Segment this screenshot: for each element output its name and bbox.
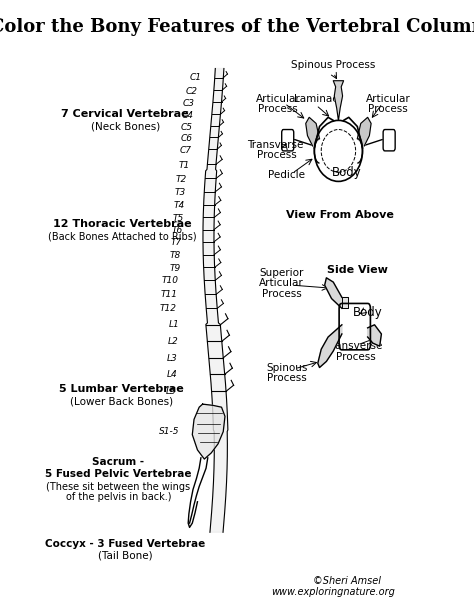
Text: Process: Process bbox=[336, 351, 375, 362]
Text: Transverse: Transverse bbox=[326, 341, 382, 351]
Text: (These sit between the wings: (These sit between the wings bbox=[46, 482, 191, 492]
Text: Process: Process bbox=[258, 104, 298, 115]
Text: C6: C6 bbox=[180, 134, 192, 143]
Polygon shape bbox=[306, 117, 319, 146]
Text: L1: L1 bbox=[168, 321, 179, 329]
Polygon shape bbox=[192, 404, 225, 459]
Text: 5 Fused Pelvic Vertebrae: 5 Fused Pelvic Vertebrae bbox=[45, 470, 191, 479]
Text: L4: L4 bbox=[166, 370, 177, 379]
Text: Color the Bony Features of the Vertebral Column: Color the Bony Features of the Vertebral… bbox=[0, 18, 474, 36]
Text: T1: T1 bbox=[178, 161, 190, 170]
Text: Articular: Articular bbox=[366, 94, 410, 104]
Text: T9: T9 bbox=[169, 264, 181, 273]
Text: T12: T12 bbox=[160, 305, 177, 313]
Text: of the pelvis in back.): of the pelvis in back.) bbox=[65, 492, 171, 502]
Text: 5 Lumbar Vertebrae: 5 Lumbar Vertebrae bbox=[59, 384, 184, 394]
Text: Articular: Articular bbox=[256, 94, 301, 104]
Text: T11: T11 bbox=[161, 291, 178, 299]
Text: C7: C7 bbox=[180, 146, 191, 155]
Text: Laminae: Laminae bbox=[294, 94, 338, 104]
Polygon shape bbox=[318, 325, 342, 368]
Polygon shape bbox=[325, 278, 342, 308]
Text: Spinous: Spinous bbox=[266, 362, 308, 373]
Polygon shape bbox=[203, 69, 228, 532]
Text: 7 Cervical Vertebrae: 7 Cervical Vertebrae bbox=[62, 109, 189, 120]
Text: S1-5: S1-5 bbox=[159, 427, 179, 436]
Text: Process: Process bbox=[262, 289, 301, 299]
Text: (Lower Back Bones): (Lower Back Bones) bbox=[70, 396, 173, 406]
Text: Superior: Superior bbox=[259, 268, 304, 278]
Polygon shape bbox=[368, 325, 382, 346]
Text: C5: C5 bbox=[181, 123, 193, 132]
Text: View From Above: View From Above bbox=[286, 210, 394, 220]
Text: Sacrum -: Sacrum - bbox=[92, 457, 145, 467]
Text: Process: Process bbox=[256, 150, 296, 160]
Text: T8: T8 bbox=[170, 251, 181, 260]
Text: L3: L3 bbox=[167, 354, 178, 363]
Text: (Back Bones Attached to Ribs): (Back Bones Attached to Ribs) bbox=[47, 231, 196, 242]
Polygon shape bbox=[333, 81, 344, 120]
Text: T3: T3 bbox=[174, 189, 185, 197]
Text: 12 Thoracic Vertebrae: 12 Thoracic Vertebrae bbox=[53, 219, 191, 229]
Text: T4: T4 bbox=[173, 201, 184, 210]
Text: T2: T2 bbox=[176, 175, 187, 184]
Text: T5: T5 bbox=[173, 213, 184, 223]
Text: C1: C1 bbox=[190, 73, 202, 82]
Polygon shape bbox=[342, 297, 348, 308]
Text: Body: Body bbox=[353, 306, 383, 319]
Text: C3: C3 bbox=[183, 99, 195, 109]
Text: C2: C2 bbox=[185, 87, 198, 96]
Text: Process: Process bbox=[368, 104, 408, 115]
Text: (Neck Bones): (Neck Bones) bbox=[91, 121, 160, 131]
Text: Transverse: Transverse bbox=[247, 140, 304, 150]
Text: T6: T6 bbox=[172, 226, 183, 235]
Text: Coccyx - 3 Fused Vertebrae: Coccyx - 3 Fused Vertebrae bbox=[45, 539, 205, 549]
Text: T10: T10 bbox=[162, 276, 179, 286]
Text: www.exploringnature.org: www.exploringnature.org bbox=[271, 587, 395, 596]
Text: T7: T7 bbox=[171, 238, 182, 247]
Text: L2: L2 bbox=[168, 337, 179, 346]
Text: ©Sheri Amsel: ©Sheri Amsel bbox=[313, 576, 381, 586]
Text: L5: L5 bbox=[166, 387, 176, 397]
Text: Body: Body bbox=[332, 166, 362, 179]
Text: C4: C4 bbox=[182, 111, 194, 120]
Text: Process: Process bbox=[267, 373, 307, 383]
Text: Pedicle: Pedicle bbox=[268, 170, 305, 180]
Text: Spinous Process: Spinous Process bbox=[291, 61, 375, 70]
Polygon shape bbox=[357, 117, 371, 146]
Text: Articular: Articular bbox=[259, 278, 304, 288]
Text: Side View: Side View bbox=[327, 265, 388, 275]
Text: (Tail Bone): (Tail Bone) bbox=[98, 550, 153, 560]
